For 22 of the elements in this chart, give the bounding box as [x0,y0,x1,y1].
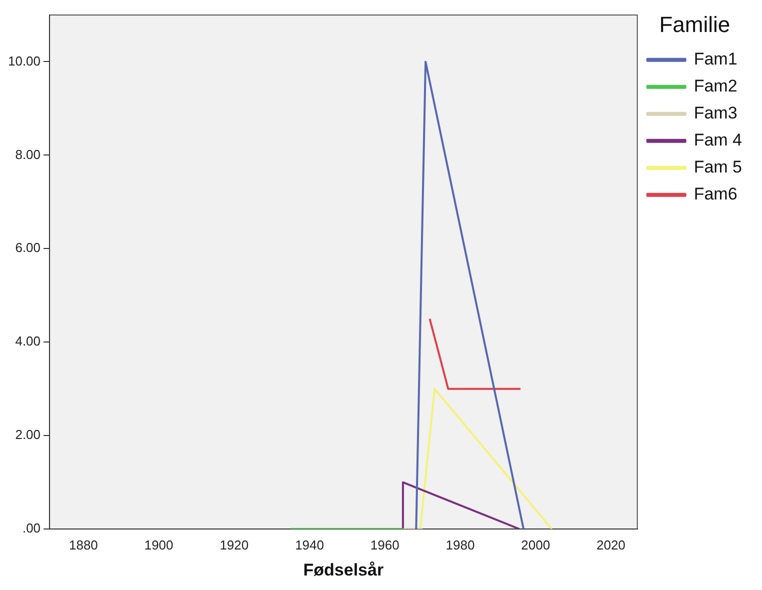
x-tick-label: 1960 [370,537,400,552]
legend-label: Fam 5 [694,158,742,177]
y-tick-label: 10.00 [8,53,41,68]
y-tick-label: 4.00 [15,334,41,349]
legend-label: Fam6 [694,184,738,204]
x-tick-label: 1920 [220,537,249,552]
y-tick-label: 8.00 [15,146,41,162]
legend-label: Fam3 [694,104,738,123]
x-tick-label: 2000 [521,537,550,552]
legend-label: Fam1 [694,50,738,69]
legend-label: Fam2 [694,76,738,96]
x-tick-label: 2020 [596,537,626,552]
y-tick-label: 2.00 [15,427,41,442]
legend-title: Familie [659,12,730,38]
x-tick-label: 1940 [295,537,324,552]
legend-label: Fam 4 [694,130,742,150]
y-tick-label: .00 [22,520,41,536]
x-axis-title: Fødselsår [303,560,384,580]
x-tick-label: 1980 [446,537,475,552]
y-tick-label: 6.00 [15,240,41,256]
x-tick-label: 1900 [144,537,174,552]
x-tick-label: 1880 [68,537,98,552]
